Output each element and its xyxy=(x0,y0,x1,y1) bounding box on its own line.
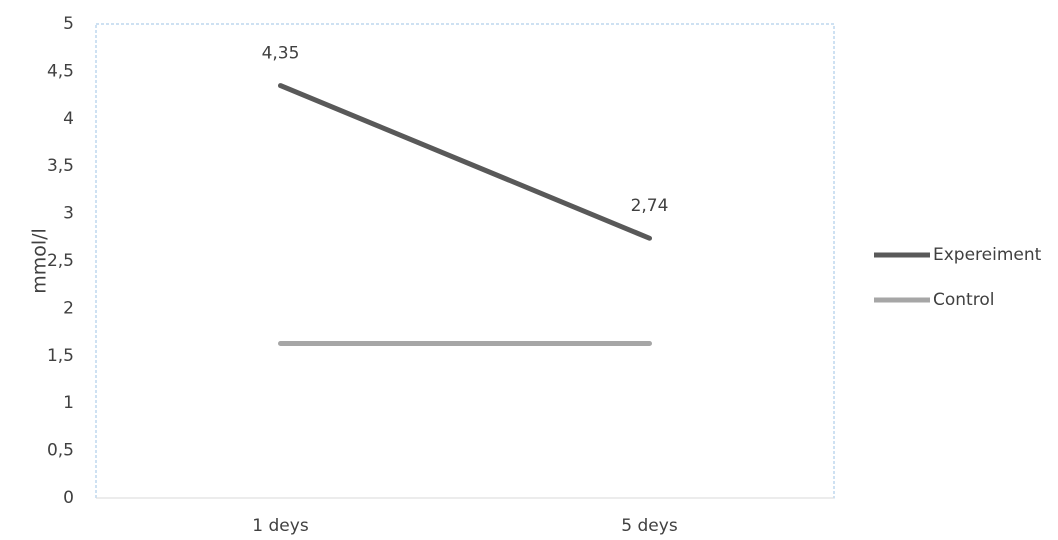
y-tick-label: 3 xyxy=(63,204,74,224)
y-tick-label: 3,5 xyxy=(47,156,74,176)
y-tick-label: 2 xyxy=(63,298,74,318)
y-tick-label: 5 xyxy=(63,14,74,34)
y-tick-label: 1 xyxy=(63,393,74,413)
x-axis-categories: 1 deys 5 deys xyxy=(252,516,678,536)
series-lines xyxy=(278,83,652,346)
y-tick-label: 0 xyxy=(63,488,74,508)
data-labels: 4,35 2,74 xyxy=(262,44,669,217)
y-tick-label: 4 xyxy=(63,109,74,129)
legend-label: Expereiment xyxy=(933,245,1042,265)
x-category-label: 5 deys xyxy=(621,516,678,536)
plot-area-border xyxy=(95,23,835,499)
y-axis-ticks: 0 0,5 1 1,5 2 2,5 3 3,5 4 4,5 5 xyxy=(47,14,74,508)
y-tick-label: 2,5 xyxy=(47,251,74,271)
y-tick-label: 4,5 xyxy=(47,61,74,81)
y-tick-label: 1,5 xyxy=(47,346,74,366)
series-line-0 xyxy=(278,83,652,241)
y-tick-label: 0,5 xyxy=(47,441,74,461)
data-label: 2,74 xyxy=(631,196,669,216)
x-category-label: 1 deys xyxy=(252,516,309,536)
legend: Expereiment Control xyxy=(874,245,1042,310)
legend-label: Control xyxy=(933,290,994,310)
y-axis-label: mmol/l xyxy=(29,228,51,294)
data-label: 4,35 xyxy=(262,44,300,64)
